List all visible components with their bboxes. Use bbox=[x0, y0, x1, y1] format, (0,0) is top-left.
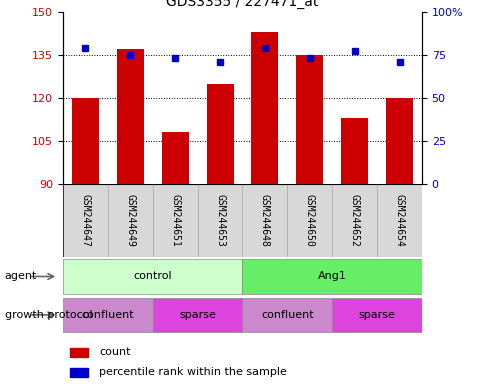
Text: control: control bbox=[133, 271, 172, 281]
Bar bbox=[385, 98, 412, 184]
Text: GSM244649: GSM244649 bbox=[125, 194, 135, 247]
Text: GSM244647: GSM244647 bbox=[80, 194, 91, 247]
Text: sparse: sparse bbox=[358, 310, 395, 320]
Text: GSM244648: GSM244648 bbox=[259, 194, 270, 247]
Text: GSM244651: GSM244651 bbox=[170, 194, 180, 247]
Bar bbox=[152, 184, 197, 257]
Bar bbox=[332, 298, 421, 332]
Bar bbox=[287, 184, 332, 257]
Text: GSM244652: GSM244652 bbox=[349, 194, 359, 247]
Bar bbox=[63, 298, 152, 332]
Bar bbox=[206, 84, 233, 184]
Text: GSM244650: GSM244650 bbox=[304, 194, 314, 247]
Text: confluent: confluent bbox=[81, 310, 134, 320]
Bar bbox=[242, 259, 421, 294]
Bar bbox=[251, 31, 278, 184]
Text: sparse: sparse bbox=[179, 310, 216, 320]
Bar bbox=[197, 184, 242, 257]
Bar bbox=[72, 98, 99, 184]
Text: Ang1: Ang1 bbox=[317, 271, 346, 281]
Text: GSM244653: GSM244653 bbox=[214, 194, 225, 247]
Text: confluent: confluent bbox=[260, 310, 313, 320]
Text: agent: agent bbox=[5, 271, 37, 281]
Text: GSM244654: GSM244654 bbox=[393, 194, 404, 247]
Bar bbox=[332, 184, 376, 257]
Bar bbox=[296, 55, 322, 184]
Bar bbox=[376, 184, 421, 257]
Bar bbox=[117, 49, 143, 184]
Bar bbox=[70, 348, 88, 356]
Bar bbox=[242, 298, 332, 332]
Bar bbox=[340, 118, 367, 184]
Bar bbox=[107, 184, 152, 257]
Text: percentile rank within the sample: percentile rank within the sample bbox=[99, 367, 286, 377]
Text: count: count bbox=[99, 347, 130, 357]
Bar bbox=[161, 132, 188, 184]
Bar bbox=[63, 259, 242, 294]
Bar bbox=[152, 298, 242, 332]
Bar bbox=[242, 184, 287, 257]
Title: GDS3355 / 227471_at: GDS3355 / 227471_at bbox=[166, 0, 318, 9]
Bar bbox=[63, 184, 107, 257]
Bar bbox=[70, 367, 88, 376]
Text: growth protocol: growth protocol bbox=[5, 310, 92, 320]
